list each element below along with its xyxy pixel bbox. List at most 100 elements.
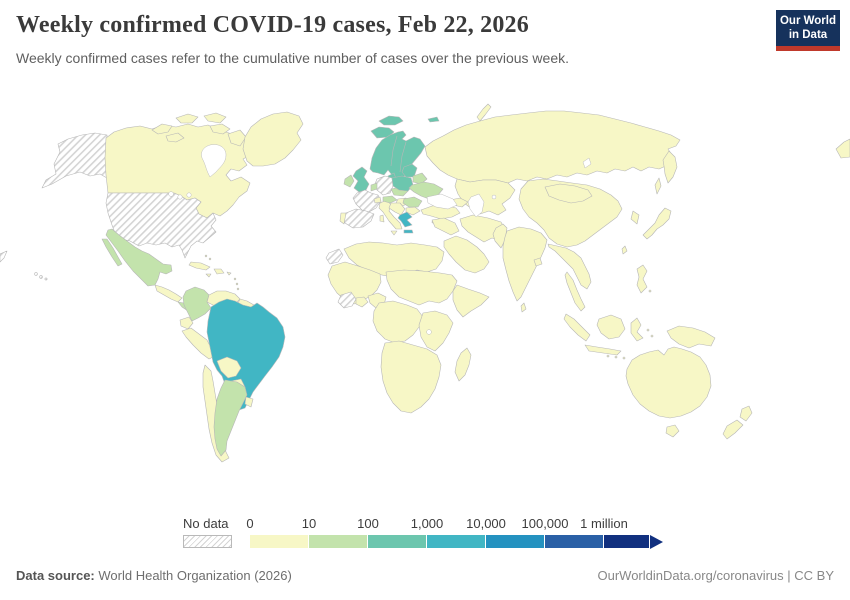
region-cote-divoire[interactable] [337, 291, 357, 309]
region-korea[interactable] [630, 210, 640, 225]
region-mongolia[interactable] [544, 183, 593, 204]
region-romania[interactable] [402, 196, 423, 208]
region-philippines-south[interactable] [648, 289, 652, 293]
region-myanmar-indochina[interactable] [547, 243, 592, 290]
great-lake [186, 192, 192, 198]
region-east-africa[interactable] [418, 310, 454, 352]
region-chad-sudan[interactable] [385, 269, 458, 306]
region-ireland[interactable] [343, 174, 355, 188]
region-lesser-sunda[interactable] [606, 354, 626, 360]
region-uruguay[interactable] [244, 396, 254, 408]
region-hawaii[interactable] [34, 272, 48, 281]
region-java[interactable] [584, 344, 622, 356]
region-bahamas[interactable] [204, 254, 212, 261]
region-iceland[interactable] [370, 126, 395, 139]
legend-no-data-swatch[interactable] [183, 535, 232, 548]
region-austria[interactable] [382, 195, 398, 204]
black-sea [426, 193, 458, 210]
region-japan[interactable] [642, 207, 672, 240]
legend-color-segment[interactable] [427, 535, 486, 548]
region-canada-arctic[interactable] [165, 132, 185, 143]
region-switzerland[interactable] [373, 196, 382, 204]
region-benelux[interactable] [370, 182, 378, 192]
legend-color-segment[interactable] [250, 535, 309, 548]
region-canada-arctic[interactable] [203, 112, 227, 124]
region-ecuador[interactable] [179, 316, 194, 330]
region-svalbard-east[interactable] [427, 116, 440, 123]
region-central-africa[interactable] [372, 300, 424, 344]
legend-color-segment[interactable] [545, 535, 604, 548]
region-bolivia[interactable] [216, 356, 242, 379]
region-hispaniola[interactable] [213, 268, 225, 275]
region-borneo[interactable] [596, 314, 626, 340]
region-canada-arctic[interactable] [151, 123, 173, 135]
region-sakhalin[interactable] [654, 177, 662, 195]
region-australia[interactable] [625, 346, 712, 419]
page-title: Weekly confirmed COVID-19 cases, Feb 22,… [16, 12, 529, 38]
region-belarus[interactable] [412, 172, 428, 185]
region-arabia[interactable] [443, 235, 490, 274]
region-colombia[interactable] [182, 286, 212, 322]
region-baja[interactable] [101, 238, 123, 267]
region-greenland[interactable] [242, 111, 304, 167]
region-thailand-malay[interactable] [564, 271, 586, 312]
region-sumatra[interactable] [563, 313, 591, 342]
region-canada-arctic[interactable] [175, 113, 199, 124]
region-crete[interactable] [403, 229, 414, 234]
legend-color-segment[interactable] [604, 535, 650, 548]
region-canada-arctic[interactable] [227, 129, 247, 147]
region-sardinia[interactable] [379, 214, 385, 223]
region-india[interactable] [502, 226, 548, 302]
region-kamchatka[interactable] [662, 150, 678, 184]
region-taiwan[interactable] [621, 245, 628, 255]
region-puerto-rico[interactable] [226, 271, 232, 276]
region-greece[interactable] [397, 211, 413, 228]
region-horn-of-africa[interactable] [452, 284, 490, 318]
region-bulgaria[interactable] [405, 206, 421, 216]
legend-color-segment[interactable] [486, 535, 545, 548]
region-lesser-antilles[interactable] [233, 277, 240, 291]
legend-color-segment[interactable] [368, 535, 427, 548]
region-central-america[interactable] [154, 284, 183, 303]
region-southern-africa[interactable] [380, 340, 442, 414]
region-tasmania[interactable] [665, 424, 680, 438]
region-svalbard[interactable] [378, 115, 404, 126]
region-canada-arctic[interactable] [209, 123, 231, 135]
region-aleutians[interactable] [0, 250, 8, 263]
region-madagascar[interactable] [454, 347, 472, 382]
legend-no-data: No data [183, 516, 232, 548]
region-western-sahara[interactable] [325, 248, 344, 265]
region-france[interactable] [352, 189, 382, 213]
region-syria-iraq[interactable] [431, 217, 460, 236]
region-moluccas[interactable] [646, 328, 654, 338]
legend-color-segment[interactable] [309, 535, 368, 548]
region-sicily[interactable] [390, 230, 398, 236]
region-alaska[interactable] [41, 132, 108, 189]
region-cuba[interactable] [188, 261, 211, 271]
region-jamaica[interactable] [205, 273, 212, 278]
region-pakistan[interactable] [492, 223, 508, 249]
region-new-zealand-south[interactable] [722, 419, 744, 440]
region-ghana-benin[interactable] [355, 296, 369, 308]
region-scandinavia[interactable] [369, 130, 426, 181]
region-kazakhstan[interactable] [454, 178, 516, 216]
region-mexico[interactable] [105, 228, 173, 287]
region-sulawesi[interactable] [630, 317, 644, 342]
legend-tick: 1,000 [410, 516, 444, 531]
region-novaya-zemlya[interactable] [476, 103, 492, 122]
region-chukotka[interactable] [835, 138, 850, 159]
region-germany[interactable] [374, 175, 394, 196]
region-bangladesh[interactable] [533, 257, 543, 267]
region-china[interactable] [518, 178, 623, 248]
region-united-kingdom[interactable] [352, 166, 370, 193]
region-sri-lanka[interactable] [520, 302, 527, 313]
region-new-zealand-north[interactable] [739, 405, 753, 422]
region-portugal[interactable] [339, 212, 347, 225]
region-philippines[interactable] [636, 264, 648, 294]
region-argentina[interactable] [213, 379, 248, 457]
region-new-guinea[interactable] [666, 325, 716, 349]
attribution-link[interactable]: OurWorldinData.org/coronavirus | CC BY [597, 568, 834, 583]
region-russia[interactable] [424, 110, 681, 184]
owid-logo[interactable]: Our World in Data [776, 10, 840, 51]
